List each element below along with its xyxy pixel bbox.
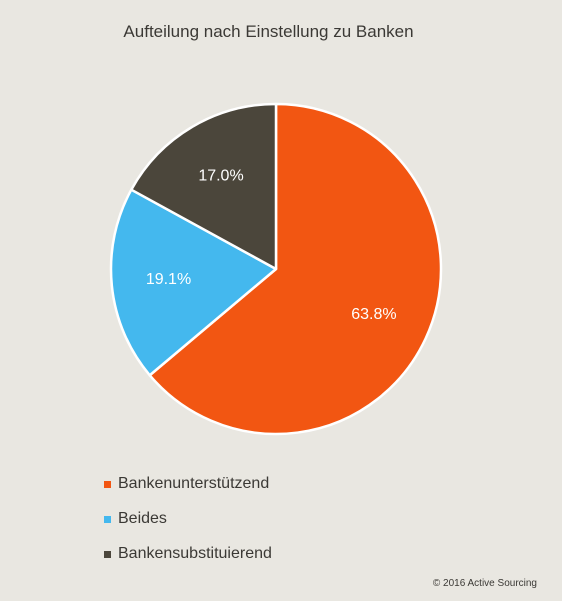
legend-item: Bankenunterstützend bbox=[104, 466, 272, 501]
slice-label-0: 63.8% bbox=[351, 306, 396, 323]
chart-title: Aufteilung nach Einstellung zu Banken bbox=[123, 22, 414, 41]
legend-label: Beides bbox=[118, 509, 167, 527]
legend-swatch bbox=[104, 481, 111, 488]
pie-slice-0 bbox=[148, 102, 443, 436]
legend: Bankenunterstützend Beides Bankensubstitui… bbox=[104, 466, 272, 571]
legend-item: Bankensubstituierend bbox=[104, 536, 272, 571]
pie-slice-1 bbox=[109, 188, 278, 377]
legend-label: Bankensubstituierend bbox=[118, 544, 272, 562]
pie-slice-2 bbox=[130, 102, 278, 271]
slice-label-2: 17.0% bbox=[198, 168, 243, 185]
legend-swatch bbox=[104, 551, 111, 558]
legend-item: Beides bbox=[104, 501, 272, 536]
legend-label: Bankenunterstützend bbox=[118, 474, 270, 492]
copyright-notice: © 2016 Active Sourcing bbox=[432, 578, 537, 589]
slice-label-1: 19.1% bbox=[146, 271, 191, 288]
legend-swatch bbox=[104, 516, 111, 523]
